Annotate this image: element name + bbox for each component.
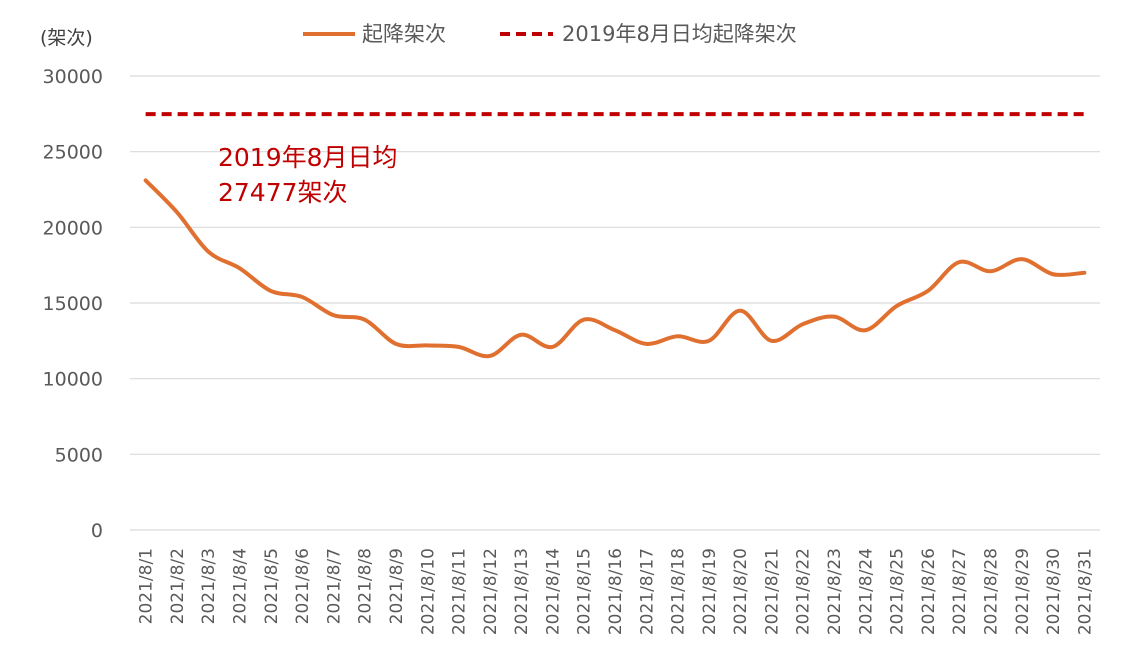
legend-label-2019-average: 2019年8月日均起降架次 (562, 22, 797, 46)
x-tick-label: 2021/8/11 (450, 548, 470, 635)
x-tick-label: 2021/8/2 (168, 548, 188, 624)
y-axis-unit-label: (架次) (40, 27, 93, 49)
x-tick-label: 2021/8/29 (1013, 548, 1033, 635)
x-tick-label: 2021/8/24 (856, 548, 876, 635)
x-tick-label: 2021/8/16 (606, 548, 626, 635)
annotation-line-1: 2019年8月日均 (218, 143, 398, 172)
x-tick-label: 2021/8/3 (199, 548, 219, 624)
gridlines (130, 75, 1100, 531)
x-tick-label: 2021/8/18 (669, 548, 689, 635)
x-tick-label: 2021/8/12 (481, 548, 501, 635)
x-tick-label: 2021/8/9 (387, 548, 407, 624)
y-tick-label: 30000 (43, 66, 103, 88)
y-tick-label: 20000 (43, 217, 103, 239)
x-tick-label: 2021/8/21 (762, 548, 782, 635)
annotation-2019-average: 2019年8月日均 27477架次 (218, 143, 398, 207)
y-tick-label: 15000 (43, 293, 103, 315)
y-tick-label: 0 (91, 520, 103, 542)
x-tick-label: 2021/8/26 (919, 548, 939, 635)
x-tick-label: 2021/8/1 (137, 548, 157, 624)
x-tick-label: 2021/8/4 (231, 548, 251, 624)
x-tick-label: 2021/8/17 (637, 548, 657, 635)
legend-label-actual: 起降架次 (362, 22, 446, 46)
y-tick-label: 10000 (43, 369, 103, 391)
x-tick-label: 2021/8/10 (418, 548, 438, 635)
x-axis-ticks: 2021/8/1 2021/8/2 2021/8/3 2021/8/4 2021/8/5… (137, 548, 1096, 635)
x-tick-label: 2021/8/7 (324, 548, 344, 624)
annotation-line-2: 27477架次 (218, 178, 348, 207)
x-tick-label: 2021/8/13 (512, 548, 532, 635)
y-tick-label: 25000 (43, 142, 103, 164)
legend: 起降架次 2019年8月日均起降架次 (303, 22, 797, 46)
x-tick-label: 2021/8/8 (356, 548, 376, 624)
x-tick-label: 2021/8/15 (575, 548, 595, 635)
series-lines (143, 112, 1087, 359)
y-axis-ticks: 0 5000 10000 15000 20000 25000 30000 (43, 66, 103, 542)
x-tick-label: 2021/8/30 (1044, 548, 1064, 635)
x-tick-label: 2021/8/22 (794, 548, 814, 635)
x-tick-label: 2021/8/23 (825, 548, 845, 635)
y-tick-label: 5000 (55, 444, 103, 466)
series-line-actual (143, 178, 1087, 359)
x-tick-label: 2021/8/19 (700, 548, 720, 635)
x-tick-label: 2021/8/14 (543, 548, 563, 635)
x-tick-label: 2021/8/28 (981, 548, 1001, 635)
x-tick-label: 2021/8/5 (262, 548, 282, 624)
x-tick-label: 2021/8/31 (1075, 548, 1095, 635)
x-tick-label: 2021/8/27 (950, 548, 970, 635)
x-tick-label: 2021/8/6 (293, 548, 313, 624)
x-tick-label: 2021/8/20 (731, 548, 751, 635)
x-tick-label: 2021/8/25 (888, 548, 908, 635)
